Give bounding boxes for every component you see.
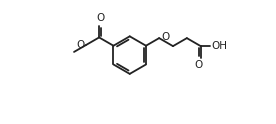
Text: O: O [76, 40, 85, 50]
Text: O: O [96, 13, 104, 23]
Text: OH: OH [212, 41, 228, 51]
Text: O: O [194, 61, 203, 70]
Text: O: O [161, 32, 169, 42]
